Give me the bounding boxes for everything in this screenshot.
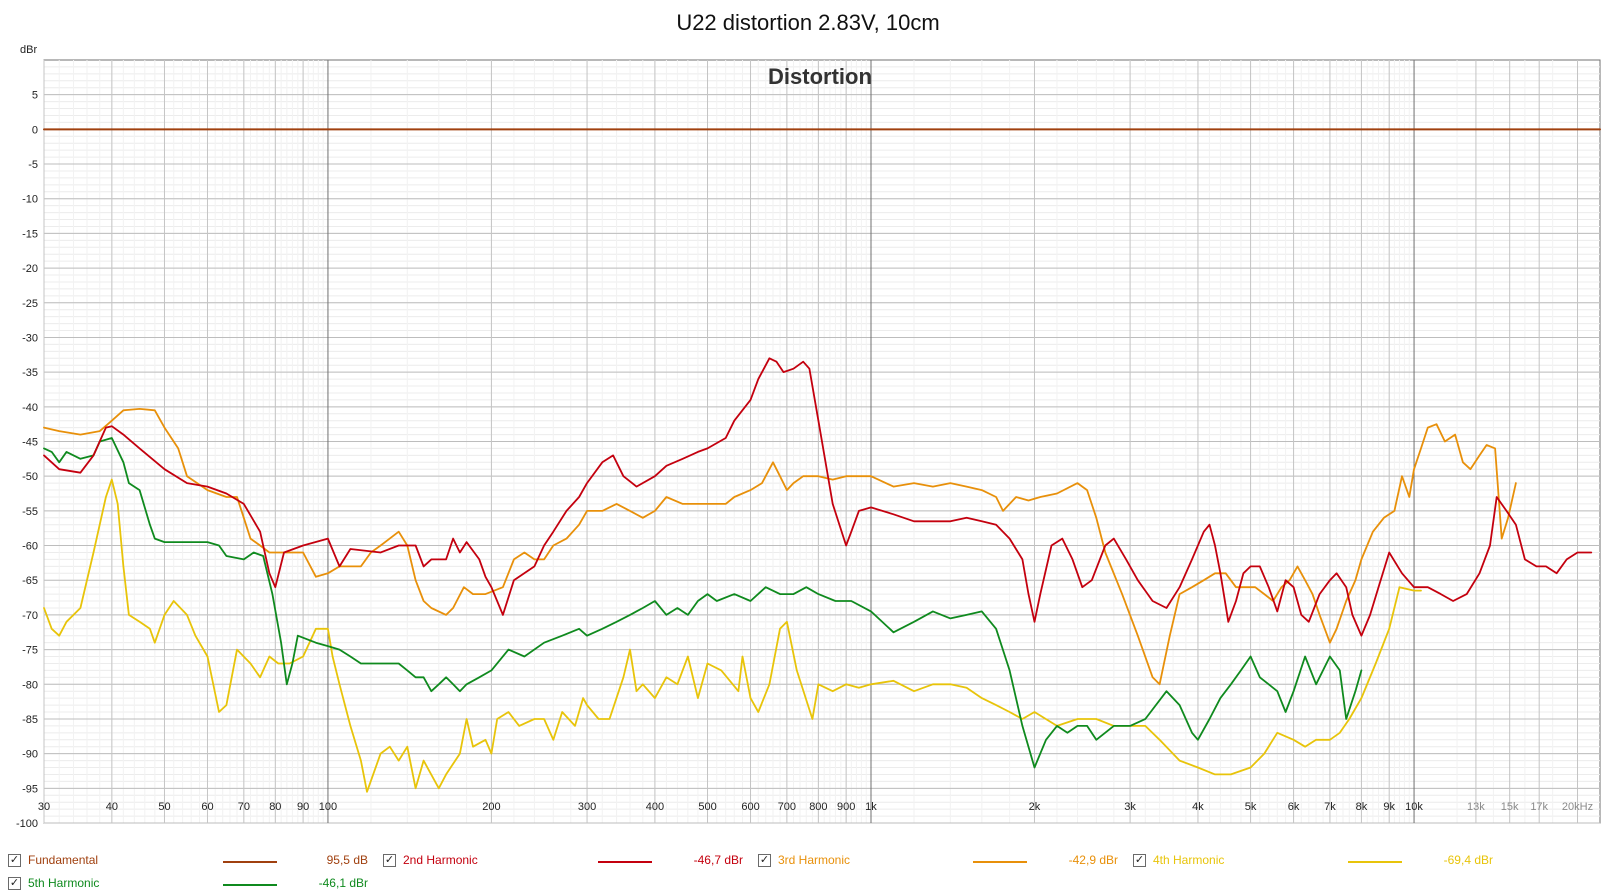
y-tick-label: -35 [22,367,38,379]
y-tick-label: -25 [22,298,38,310]
y-tick-label: -10 [22,194,38,206]
x-tick-label: 8k [1356,801,1368,813]
legend-swatch-5th-harmonic [223,884,277,886]
y-tick-label: -20 [22,263,38,275]
y-tick-label: 0 [32,124,38,136]
legend-name-5th-harmonic: 5th Harmonic [28,876,100,890]
x-tick-label: 6k [1288,801,1300,813]
legend-name-2nd-harmonic: 2nd Harmonic [403,853,478,867]
legend-item-fundamental[interactable]: ✓ Fundamental 95,5 dB [8,851,378,873]
legend-swatch-fundamental [223,861,277,863]
checkbox-3rd-harmonic[interactable]: ✓ [758,854,771,867]
x-tick-label: 30 [38,801,50,813]
legend-value-2nd-harmonic: -46,7 dBr [693,853,743,867]
x-tick-label: 17k [1530,801,1548,813]
checkbox-2nd-harmonic[interactable]: ✓ [383,854,396,867]
x-tick-label: 500 [698,801,716,813]
x-tick-label: 10k [1405,801,1423,813]
legend-name-3rd-harmonic: 3rd Harmonic [778,853,851,867]
y-tick-label: 5 [32,90,38,102]
y-tick-label: -100 [16,818,38,830]
checkbox-5th-harmonic[interactable]: ✓ [8,877,21,890]
y-tick-label: -45 [22,437,38,449]
y-tick-label: -30 [22,332,38,344]
legend-swatch-4th-harmonic [1348,861,1402,863]
legend-item-4th-harmonic[interactable]: ✓ 4th Harmonic -69,4 dBr [1133,851,1503,873]
chart-title: U22 distortion 2.83V, 10cm [676,10,939,35]
checkbox-fundamental[interactable]: ✓ [8,854,21,867]
x-tick-label: 3k [1124,801,1136,813]
x-tick-label: 40 [106,801,118,813]
y-tick-label: -40 [22,402,38,414]
legend-value-5th-harmonic: -46,1 dBr [318,876,368,890]
legend-value-4th-harmonic: -69,4 dBr [1443,853,1493,867]
x-tick-label: 60 [201,801,213,813]
y-tick-label: -70 [22,610,38,622]
legend-name-4th-harmonic: 4th Harmonic [1153,853,1225,867]
x-tick-label: 100 [319,801,337,813]
x-tick-label: 7k [1324,801,1336,813]
x-tick-label: 600 [741,801,759,813]
x-tick-label: 2k [1029,801,1041,813]
x-tick-label: 1k [865,801,877,813]
y-tick-label: -95 [22,783,38,795]
y-tick-label: -90 [22,749,38,761]
x-tick-label: 70 [238,801,250,813]
y-axis-ticks: 5 0 -5 -10 -15 -20 -25 -30 -35 -40 -45 -50 -55 -60 -65… [16,90,38,830]
x-tick-label: 200 [482,801,500,813]
x-axis-ticks: 30 40 50 60 70 80 90 100 200 300 400 500 600 700 800 90… [38,801,1593,813]
y-tick-label: -15 [22,228,38,240]
legend-swatch-2nd-harmonic [598,861,652,863]
legend-item-3rd-harmonic[interactable]: ✓ 3rd Harmonic -42,9 dBr [758,851,1128,873]
x-tick-label: 4k [1192,801,1204,813]
x-tick-label: 90 [297,801,309,813]
x-tick-label: 15k [1501,801,1519,813]
series-lines [43,128,1601,793]
y-tick-label: -65 [22,575,38,587]
legend: ✓ Fundamental 95,5 dB ✓ 2nd Harmonic -46… [0,845,1617,895]
x-tick-label: 900 [837,801,855,813]
x-tick-label: 5k [1245,801,1257,813]
y-tick-label: -75 [22,645,38,657]
plot-subtitle: Distortion [768,64,872,89]
x-tick-label: 700 [778,801,796,813]
x-tick-label: 800 [809,801,827,813]
x-tick-label: 50 [158,801,170,813]
y-tick-label: -80 [22,679,38,691]
series-line-5th-harmonic [43,437,1363,769]
x-tick-label: 20kHz [1562,801,1593,813]
series-line-4th-harmonic [43,478,1422,793]
y-tick-label: -50 [22,471,38,483]
y-axis-unit-label: dBr [20,44,37,56]
legend-value-fundamental: 95,5 dB [326,853,368,867]
legend-item-2nd-harmonic[interactable]: ✓ 2nd Harmonic -46,7 dBr [383,851,753,873]
y-tick-label: -60 [22,541,38,553]
legend-item-5th-harmonic[interactable]: ✓ 5th Harmonic -46,1 dBr [8,874,378,896]
x-tick-label: 300 [578,801,596,813]
series-line-2nd-harmonic [43,357,1593,637]
legend-value-3rd-harmonic: -42,9 dBr [1068,853,1118,867]
series-line-3rd-harmonic [43,408,1517,686]
y-tick-label: -55 [22,506,38,518]
x-tick-label: 13k [1467,801,1485,813]
x-tick-label: 9k [1383,801,1395,813]
legend-name-fundamental: Fundamental [28,853,99,867]
checkbox-4th-harmonic[interactable]: ✓ [1133,854,1146,867]
legend-swatch-3rd-harmonic [973,861,1027,863]
y-tick-label: -5 [28,159,38,171]
x-tick-label: 400 [646,801,664,813]
y-tick-label: -85 [22,714,38,726]
x-tick-label: 80 [269,801,281,813]
